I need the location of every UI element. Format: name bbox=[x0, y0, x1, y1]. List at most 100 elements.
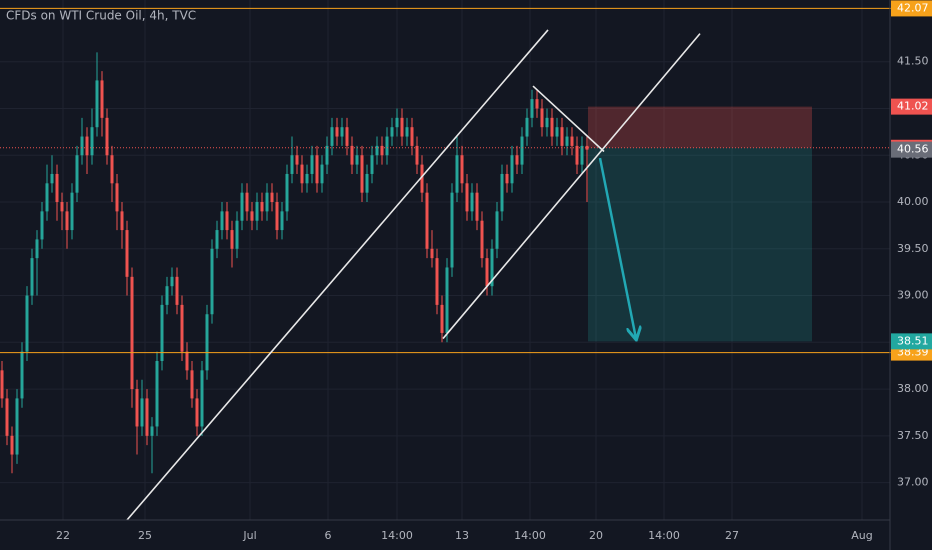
candle-body bbox=[180, 304, 184, 352]
x-tick-label: 25 bbox=[138, 529, 152, 542]
target-zone bbox=[588, 147, 812, 342]
candle-body bbox=[30, 258, 34, 296]
candle-body bbox=[230, 230, 234, 249]
candle-body bbox=[330, 127, 334, 146]
candle-body bbox=[510, 155, 514, 184]
candle-body bbox=[565, 136, 569, 146]
candle-body bbox=[105, 117, 109, 156]
candle-body bbox=[580, 145, 584, 165]
candle-body bbox=[410, 127, 414, 146]
candle-body bbox=[160, 304, 164, 362]
level-label-bg bbox=[891, 0, 932, 17]
y-tick-label: 41.50 bbox=[897, 55, 929, 68]
candle-body bbox=[65, 211, 69, 231]
candle-body bbox=[240, 192, 244, 221]
candle-body bbox=[25, 295, 29, 352]
candle-body bbox=[35, 239, 39, 259]
candle-body bbox=[375, 145, 379, 156]
candle-body bbox=[195, 398, 199, 427]
candle-body bbox=[525, 117, 529, 137]
candle-body bbox=[95, 80, 99, 128]
candle-body bbox=[10, 435, 14, 455]
x-tick-label: 20 bbox=[589, 529, 603, 542]
candle-body bbox=[50, 173, 54, 184]
candle-body bbox=[70, 192, 74, 231]
stop-zone bbox=[588, 106, 812, 148]
candle-body bbox=[300, 164, 304, 184]
candle-body bbox=[340, 127, 344, 137]
candle-body bbox=[75, 155, 79, 193]
candle-body bbox=[170, 276, 174, 287]
candle-body bbox=[110, 155, 114, 184]
candle-body bbox=[155, 361, 159, 427]
candle-body bbox=[40, 211, 44, 240]
chart-title: CFDs on WTI Crude Oil, 4h, TVC bbox=[6, 9, 196, 23]
candle-body bbox=[205, 314, 209, 371]
candle-body bbox=[310, 155, 314, 174]
candle-body bbox=[295, 155, 299, 165]
y-tick-label: 37.00 bbox=[897, 476, 929, 489]
x-tick-label: 13 bbox=[455, 529, 469, 542]
candle-body bbox=[210, 248, 214, 315]
candle-body bbox=[60, 202, 64, 212]
candle-body bbox=[335, 127, 339, 137]
candle-body bbox=[250, 211, 254, 221]
candle-body bbox=[100, 80, 104, 118]
candle-body bbox=[120, 211, 124, 231]
candle-body bbox=[535, 99, 539, 109]
y-tick-label: 37.50 bbox=[897, 429, 929, 442]
candle-body bbox=[520, 136, 524, 165]
candle-body bbox=[575, 145, 579, 165]
candle-body bbox=[290, 155, 294, 174]
candle-body bbox=[460, 155, 464, 184]
candle-body bbox=[165, 286, 169, 305]
arrow bbox=[598, 157, 636, 339]
stop-label-bg bbox=[891, 98, 932, 115]
level-label: 42.07 bbox=[897, 1, 929, 14]
candle-body bbox=[585, 145, 589, 150]
candle-body bbox=[115, 183, 119, 212]
candle-body bbox=[440, 304, 444, 333]
candle-body bbox=[315, 155, 319, 184]
candle-body bbox=[420, 164, 424, 193]
candle-body bbox=[150, 426, 154, 436]
candle-body bbox=[320, 164, 324, 184]
x-tick-label: Jul bbox=[242, 529, 256, 542]
target-label-bg bbox=[891, 333, 932, 350]
candle-body bbox=[505, 173, 509, 184]
candle-body bbox=[200, 370, 204, 427]
candle-body bbox=[355, 155, 359, 165]
candle-body bbox=[145, 398, 149, 436]
candle-body bbox=[270, 192, 274, 203]
candle-body bbox=[135, 389, 139, 427]
candle-body bbox=[225, 211, 229, 231]
candle-body bbox=[555, 127, 559, 137]
x-tick-label: 6 bbox=[325, 529, 332, 542]
candle-body bbox=[455, 155, 459, 193]
candle-body bbox=[350, 145, 354, 165]
candle-body bbox=[450, 192, 454, 268]
candle-body bbox=[360, 155, 364, 193]
candle-body bbox=[560, 127, 564, 146]
trend-line bbox=[442, 33, 701, 340]
candle-body bbox=[390, 127, 394, 137]
candle-body bbox=[475, 192, 479, 221]
y-tick-label: 40.00 bbox=[897, 195, 929, 208]
candle-body bbox=[15, 398, 19, 455]
candle-body bbox=[245, 192, 249, 212]
x-tick-label: 22 bbox=[56, 529, 70, 542]
candle-body bbox=[470, 192, 474, 212]
candle-body bbox=[190, 370, 194, 399]
candle-body bbox=[425, 192, 429, 249]
candle-body bbox=[495, 211, 499, 249]
candle-body bbox=[235, 220, 239, 249]
x-tick-label: 14:00 bbox=[381, 529, 413, 542]
candle-body bbox=[445, 267, 449, 333]
candle-body bbox=[380, 145, 384, 156]
candle-body bbox=[305, 173, 309, 184]
last-price-label: 40.56 bbox=[897, 143, 929, 156]
candle-body bbox=[185, 351, 189, 371]
candle-body bbox=[265, 192, 269, 212]
candle-body bbox=[430, 248, 434, 259]
